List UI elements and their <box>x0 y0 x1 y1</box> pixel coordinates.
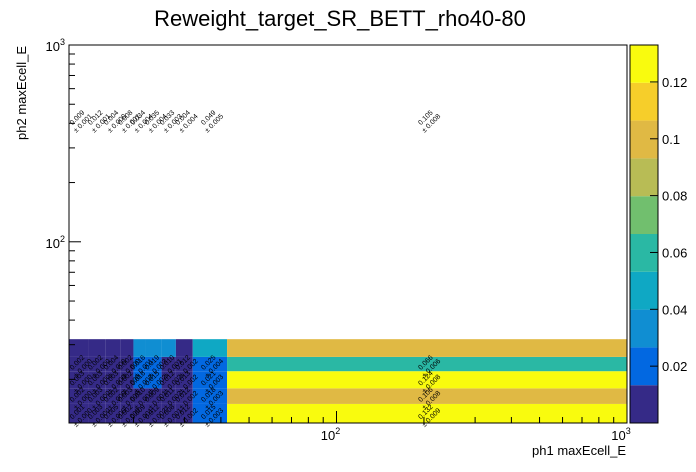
colorbar <box>629 44 659 424</box>
heatmap-cell <box>69 403 89 423</box>
heatmap-cell <box>192 371 228 389</box>
colorbar-tick-label: 0.12 <box>662 75 687 90</box>
colorbar-segment <box>630 385 658 423</box>
heatmap-cell <box>133 356 146 372</box>
colorbar-tick-label: 0.02 <box>662 359 687 374</box>
heatmap-cell <box>192 388 228 404</box>
heatmap-cell <box>161 339 176 357</box>
colorbar-tick-labels: 0.02 0.04 0.06 0.08 0.1 0.12 <box>662 75 687 374</box>
colorbar-segment <box>630 82 658 121</box>
heatmap-cell <box>227 403 628 423</box>
y-tick-label: 102 <box>46 234 65 251</box>
heatmap-cell <box>120 388 134 404</box>
heatmap-cell <box>192 356 228 372</box>
heatmap-cell <box>145 371 162 389</box>
heatmap-cell <box>161 388 176 404</box>
x-axis-label: ph1 maxEcell_E <box>532 443 626 458</box>
cell-value-label: 0.049± 0.005 <box>198 107 225 134</box>
heatmap-cell <box>88 388 106 404</box>
heatmap-cell <box>88 339 106 357</box>
y-axis-tick-labels: 102 103 <box>46 37 65 251</box>
heatmap-cell <box>120 371 134 389</box>
heatmap-cell <box>227 339 628 357</box>
heatmap-cell <box>120 356 134 372</box>
heatmap-cell <box>161 356 176 372</box>
heatmap-cell <box>175 339 193 357</box>
cell-value-label: 0.004± 0.004 <box>173 107 200 134</box>
heatmap-cell <box>133 339 146 357</box>
heatmap-cell <box>69 356 89 372</box>
plot-frame <box>68 44 628 424</box>
heatmap-cell <box>145 403 162 423</box>
heatmap-cell <box>88 371 106 389</box>
heatmap-cell <box>69 339 89 357</box>
heatmap-cell <box>145 356 162 372</box>
heatmap-cell <box>120 403 134 423</box>
heatmap-cell <box>105 339 121 357</box>
heatmap-cell <box>145 388 162 404</box>
colorbar-tick-label: 0.1 <box>662 132 680 147</box>
x-tick-label: 103 <box>611 426 630 443</box>
heatmap-cell <box>133 403 146 423</box>
heatmap-cell <box>69 388 89 404</box>
colorbar-tick-label: 0.06 <box>662 245 687 260</box>
y-tick-label: 103 <box>46 37 65 54</box>
colorbar-segment <box>630 196 658 234</box>
x-axis-tick-labels: 102 103 <box>321 426 631 443</box>
heatmap-cell <box>105 356 121 372</box>
heatmap-cells <box>69 339 628 423</box>
heatmap-cell <box>161 403 176 423</box>
colorbar-segment <box>630 120 658 159</box>
y-axis-ticks <box>69 44 81 380</box>
chart-title: Reweight_target_SR_BETT_rho40-80 <box>154 6 526 31</box>
heatmap-cell <box>145 339 162 357</box>
heatmap-cell <box>105 371 121 389</box>
heatmap-cell <box>120 339 134 357</box>
y-axis-label: ph2 maxEcell_E <box>14 46 29 140</box>
colorbar-tick-label: 0.04 <box>662 302 687 317</box>
cell-value-label: 0.105± 0.008 <box>415 107 442 134</box>
heatmap-cell <box>105 403 121 423</box>
colorbar-segment <box>630 309 658 348</box>
heatmap-cell <box>175 388 193 404</box>
heatmap-cell <box>69 371 89 389</box>
x-tick-label: 102 <box>321 426 340 443</box>
colorbar-segment <box>630 271 658 310</box>
heatmap-cell <box>227 388 628 404</box>
heatmap-cell <box>88 356 106 372</box>
colorbar-segment <box>630 45 658 83</box>
heatmap-cell <box>227 356 628 372</box>
heatmap-cell <box>192 403 228 423</box>
heatmap-cell <box>175 403 193 423</box>
heatmap-cell <box>133 388 146 404</box>
heatmap-cell <box>175 371 193 389</box>
heatmap-cell <box>88 403 106 423</box>
heatmap-cell <box>227 371 628 389</box>
heatmap-cell <box>105 388 121 404</box>
heatmap-cell <box>192 339 228 357</box>
x-axis-ticks <box>132 411 628 423</box>
heatmap-cell <box>161 371 176 389</box>
colorbar-frame <box>629 44 659 424</box>
heatmap-cell <box>133 371 146 389</box>
colorbar-segment <box>630 158 658 197</box>
colorbar-tick-label: 0.08 <box>662 189 687 204</box>
heatmap-cell <box>175 356 193 372</box>
